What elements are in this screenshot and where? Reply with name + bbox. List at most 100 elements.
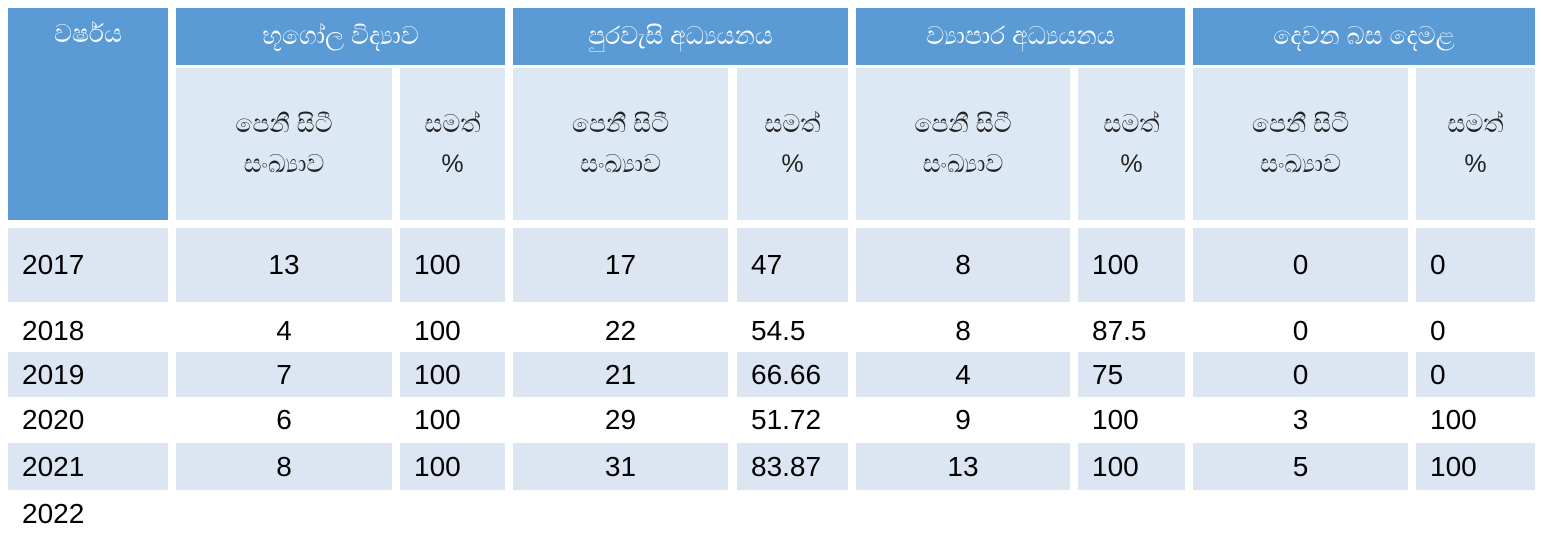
data-value: 31 [604, 450, 637, 482]
sub-header-text: සමත් [1447, 110, 1504, 138]
sub-header: සමත්% [1078, 68, 1185, 220]
data-cell: 100 [400, 310, 505, 352]
data-value: 4 [276, 315, 292, 346]
sub-header-text: සංඛ්‍යාව [1260, 150, 1341, 178]
data-value: 54.5 [751, 315, 806, 346]
data-cell: 100 [1078, 443, 1185, 490]
data-cell: 100 [400, 443, 505, 490]
year-cell: 2020 [8, 397, 168, 443]
data-cell [176, 490, 392, 537]
data-cell: 75 [1078, 352, 1185, 397]
sub-header-text: සංඛ්‍යාව [580, 150, 661, 178]
data-cell: 100 [400, 397, 505, 443]
year-text: 2017 [22, 249, 85, 280]
data-value: 13 [947, 450, 979, 482]
sub-header-text: පෙනී සිටී [914, 110, 1012, 138]
data-cell: 8 [856, 228, 1070, 302]
data-cell: 0 [1193, 352, 1408, 397]
sub-header-text: % [1464, 150, 1487, 178]
data-value: 21 [604, 358, 637, 390]
data-cell: 3 [1193, 397, 1408, 443]
data-cell: 100 [1416, 397, 1535, 443]
data-cell: 100 [400, 352, 505, 397]
data-cell: 0 [1193, 310, 1408, 352]
data-value: 75 [1092, 358, 1124, 390]
data-value: 87.5 [1092, 315, 1147, 346]
year-text: 2020 [22, 404, 85, 435]
sub-header-text: පෙනී සිටී [235, 110, 333, 138]
data-value: 8 [955, 315, 971, 346]
subject-header-text: ව්‍යාපාර අධ්‍යයනය [926, 22, 1115, 50]
data-value: 29 [604, 404, 637, 435]
data-cell: 54.5 [737, 310, 848, 352]
sub-header-text: % [441, 150, 464, 178]
data-cell [856, 490, 1070, 537]
data-cell [737, 490, 848, 537]
sub-header-text: සමත් [1103, 110, 1160, 138]
data-value: 100 [414, 450, 461, 482]
data-value: 0 [1292, 315, 1309, 346]
data-cell: 13 [176, 228, 392, 302]
sub-header-text: පෙනී සිටී [1251, 110, 1350, 138]
year-text: 2018 [22, 315, 85, 346]
year-header: වර්ෂය [8, 8, 168, 220]
data-cell: 6 [176, 397, 392, 443]
data-cell: 21 [513, 352, 728, 397]
year-cell: 2019 [8, 352, 168, 397]
data-cell: 8 [856, 310, 1070, 352]
sub-header-text: % [1120, 150, 1143, 178]
data-value: 51.72 [751, 404, 822, 435]
sub-header: සමත්% [1416, 68, 1535, 220]
sub-header-text: සමත් [764, 110, 821, 138]
data-cell: 5 [1193, 443, 1408, 490]
year-text: 2021 [22, 450, 85, 482]
subject-header-text: භූගෝල විද්‍යාව [262, 22, 419, 50]
year-text: 2022 [22, 497, 85, 529]
data-value: 47 [751, 249, 783, 280]
sub-header: පෙනී සිටී සංඛ්‍යාව [513, 68, 728, 220]
subject-header-text: පුරවැසි අධ්‍යයනය [588, 22, 773, 50]
data-value: 13 [268, 249, 300, 280]
data-cell [1078, 490, 1185, 537]
data-cell: 66.66 [737, 352, 848, 397]
data-value: 7 [276, 358, 292, 390]
sub-header-text: % [781, 150, 804, 178]
data-value: 100 [414, 358, 461, 390]
data-value: 100 [414, 315, 461, 346]
data-cell: 100 [1078, 397, 1185, 443]
data-cell: 4 [176, 310, 392, 352]
data-cell [1193, 490, 1408, 537]
data-value: 9 [955, 404, 971, 435]
data-value: 5 [1292, 450, 1309, 482]
data-cell: 83.87 [737, 443, 848, 490]
year-cell: 2021 [8, 443, 168, 490]
data-cell: 13 [856, 443, 1070, 490]
data-value: 66.66 [751, 358, 822, 390]
data-cell: 17 [513, 228, 728, 302]
data-cell: 100 [1078, 228, 1185, 302]
data-cell [400, 490, 505, 537]
data-value: 100 [1092, 249, 1139, 280]
data-cell: 29 [513, 397, 728, 443]
data-value: 0 [1292, 358, 1309, 390]
subject-header: භූගෝල විද්‍යාව [176, 8, 505, 65]
sub-header-text: සංඛ්‍යාව [243, 150, 325, 178]
data-value: 83.87 [751, 450, 822, 482]
data-value: 22 [604, 315, 637, 346]
data-value: 8 [276, 450, 292, 482]
data-cell: 100 [1416, 443, 1535, 490]
year-header-text: වර්ෂය [54, 20, 122, 48]
data-value: 100 [1092, 404, 1139, 435]
data-cell: 31 [513, 443, 728, 490]
data-value: 4 [955, 358, 971, 390]
data-cell: 0 [1416, 310, 1535, 352]
data-cell: 22 [513, 310, 728, 352]
sub-header-text: සංඛ්‍යාව [922, 150, 1004, 178]
subject-header: ව්‍යාපාර අධ්‍යයනය [856, 8, 1185, 65]
subject-header: දෙවන බස දෙමළ [1193, 8, 1535, 65]
subject-header: පුරවැසි අධ්‍යයනය [513, 8, 848, 65]
data-cell: 87.5 [1078, 310, 1185, 352]
data-cell: 0 [1193, 228, 1408, 302]
year-cell: 2022 [8, 490, 168, 537]
